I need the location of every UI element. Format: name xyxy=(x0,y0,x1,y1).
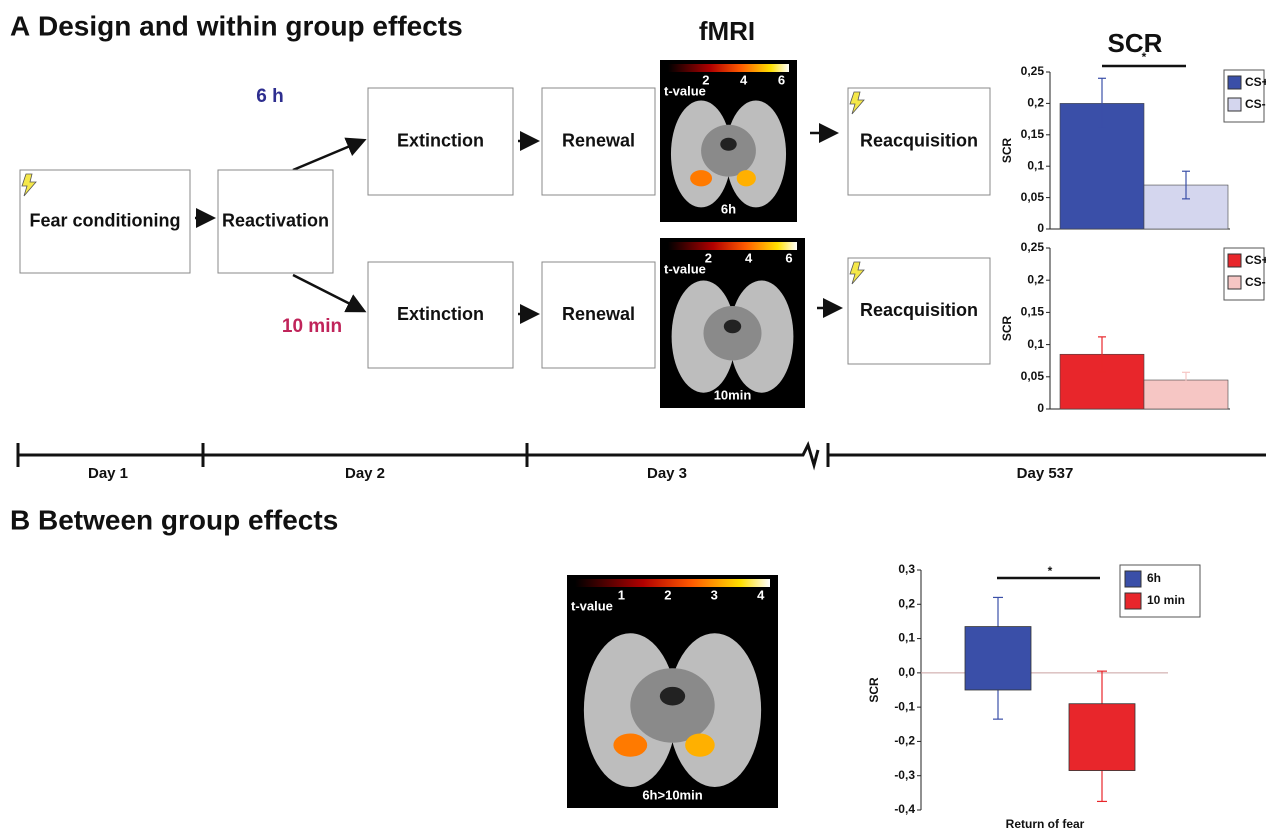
brain-caption: 10min xyxy=(714,387,752,402)
legend-swatch xyxy=(1125,571,1141,587)
panel-a-title: Design and within group effects xyxy=(38,10,463,41)
day-label: Day 2 xyxy=(345,465,385,482)
colorbar-tick: 4 xyxy=(757,587,765,602)
y-tick-label: 0,2 xyxy=(1027,272,1044,286)
legend-swatch xyxy=(1228,76,1241,89)
colorbar-tick: 3 xyxy=(711,587,718,602)
y-tick-label: -0,3 xyxy=(894,768,915,782)
colorbar-tick: 6 xyxy=(785,250,792,265)
legend-label: CS+ xyxy=(1245,75,1266,89)
y-axis-label: SCR xyxy=(867,677,881,703)
legend-label: 6h xyxy=(1147,571,1161,585)
y-tick-label: 0,2 xyxy=(1027,96,1044,110)
y-tick-label: 0,25 xyxy=(1021,240,1045,254)
legend-label: CS- xyxy=(1245,275,1266,289)
activation xyxy=(690,170,712,186)
colorbar-tick: 2 xyxy=(664,587,671,602)
step-label: Reactivation xyxy=(222,210,329,230)
fmri-title: fMRI xyxy=(699,16,755,46)
y-tick-label: -0,1 xyxy=(894,699,915,713)
legend-swatch xyxy=(1228,254,1241,267)
brain-core xyxy=(704,306,762,360)
brain-ventricle xyxy=(660,687,685,706)
day-label: Day 537 xyxy=(1017,465,1074,482)
colorbar-tick: 4 xyxy=(740,72,748,87)
activation xyxy=(685,733,715,756)
y-tick-label: 0,05 xyxy=(1021,369,1045,383)
colorbar-label: t-value xyxy=(664,261,706,276)
y-axis-label: SCR xyxy=(1000,138,1014,164)
y-tick-label: 0,1 xyxy=(898,631,915,645)
y-tick-label: 0,3 xyxy=(898,562,915,576)
legend-swatch xyxy=(1125,593,1141,609)
brain-caption: 6h xyxy=(721,201,736,216)
y-tick-label: 0,05 xyxy=(1021,190,1045,204)
day-label: Day 1 xyxy=(88,465,128,482)
group-label: 6 h xyxy=(256,86,283,107)
step-label: Extinction xyxy=(397,130,484,150)
colorbar-tick: 6 xyxy=(778,72,785,87)
colorbar-label: t-value xyxy=(571,598,613,613)
timeline xyxy=(18,443,1266,467)
step-label: Extinction xyxy=(397,304,484,324)
panel-a-label: A xyxy=(10,10,30,41)
legend-label: 10 min xyxy=(1147,593,1185,607)
step-label: Fear conditioning xyxy=(30,210,181,230)
colorbar-tick: 4 xyxy=(745,250,753,265)
brain-core xyxy=(630,668,714,743)
legend-swatch xyxy=(1228,276,1241,289)
group-label: 10 min xyxy=(282,316,342,337)
step-label: Reacquisition xyxy=(860,130,978,150)
box xyxy=(1069,704,1135,771)
figure: A Design and within group effects fMRI S… xyxy=(0,0,1266,834)
brain-ventricle xyxy=(720,138,736,151)
activation xyxy=(613,733,647,756)
y-tick-label: 0,25 xyxy=(1021,64,1045,78)
colorbar xyxy=(668,242,797,250)
colorbar-label: t-value xyxy=(664,83,706,98)
y-tick-label: 0,2 xyxy=(898,596,915,610)
y-tick-label: -0,4 xyxy=(894,802,915,816)
significance: * xyxy=(1048,564,1053,578)
brain-caption: 6h>10min xyxy=(642,787,702,802)
significance: * xyxy=(1142,50,1147,64)
y-tick-label: 0 xyxy=(1037,401,1044,415)
panel-b-label: B xyxy=(10,504,30,535)
step-label: Renewal xyxy=(562,130,635,150)
x-axis-label: Return of fear xyxy=(1006,817,1085,831)
box xyxy=(965,627,1031,690)
day-label: Day 3 xyxy=(647,465,687,482)
colorbar xyxy=(575,579,770,587)
y-tick-label: 0 xyxy=(1037,221,1044,235)
y-tick-label: -0,2 xyxy=(894,734,915,748)
legend-label: CS+ xyxy=(1245,253,1266,267)
colorbar-tick: 1 xyxy=(618,587,625,602)
y-tick-label: 0,1 xyxy=(1027,337,1044,351)
y-axis-label: SCR xyxy=(1000,316,1014,342)
y-tick-label: 0,15 xyxy=(1021,305,1045,319)
activation xyxy=(737,170,756,186)
brain-ventricle xyxy=(724,320,741,334)
scr-title: SCR xyxy=(1108,28,1163,58)
step-label: Reacquisition xyxy=(860,300,978,320)
y-tick-label: 0,0 xyxy=(898,665,915,679)
y-tick-label: 0,1 xyxy=(1027,158,1044,172)
y-tick-label: 0,15 xyxy=(1021,127,1045,141)
step-label: Renewal xyxy=(562,304,635,324)
legend-swatch xyxy=(1228,98,1241,111)
colorbar xyxy=(668,64,789,72)
legend-label: CS- xyxy=(1245,97,1266,111)
panel-b-title: Between group effects xyxy=(38,504,338,535)
